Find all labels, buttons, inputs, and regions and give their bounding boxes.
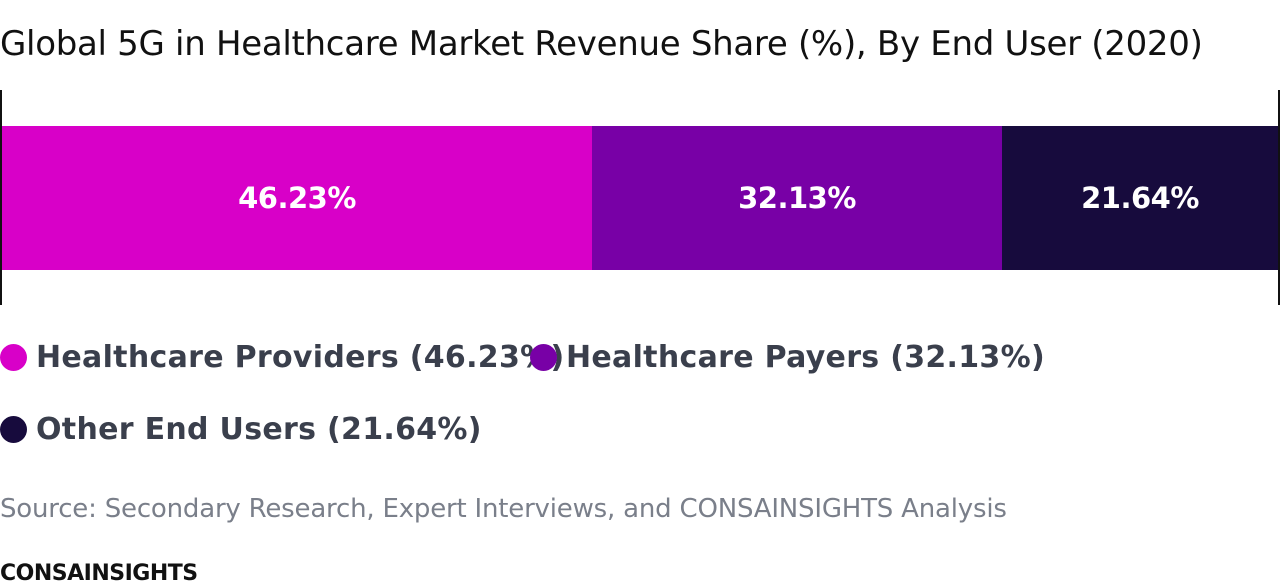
legend-swatch-icon	[0, 344, 27, 371]
stacked-bar: 46.23% 32.13% 21.64%	[2, 126, 1278, 270]
legend-label: Other End Users (21.64%)	[36, 412, 482, 447]
data-label: 46.23%	[238, 181, 356, 215]
legend-label: Healthcare Payers (32.13%)	[566, 340, 1045, 375]
legend-label: Healthcare Providers (46.23%)	[36, 340, 565, 375]
data-label: 21.64%	[1081, 181, 1199, 215]
source-note: Source: Secondary Research, Expert Inter…	[0, 494, 1007, 524]
legend-swatch-icon	[530, 344, 557, 371]
chart-title: Global 5G in Healthcare Market Revenue S…	[0, 24, 1203, 64]
bar-segment-healthcare-providers: 46.23%	[2, 126, 592, 270]
bar-segment-healthcare-payers: 32.13%	[592, 126, 1002, 270]
legend-item-healthcare-payers: Healthcare Payers (32.13%)	[530, 340, 1045, 375]
legend-item-other-end-users: Other End Users (21.64%)	[0, 412, 482, 447]
axis-right-line	[1278, 90, 1280, 305]
axis-left-line	[0, 90, 2, 305]
brand-logo-text: CONSAINSIGHTS	[0, 561, 198, 586]
legend-swatch-icon	[0, 416, 27, 443]
legend-item-healthcare-providers: Healthcare Providers (46.23%)	[0, 340, 565, 375]
data-label: 32.13%	[738, 181, 856, 215]
bar-segment-other-end-users: 21.64%	[1002, 126, 1278, 270]
